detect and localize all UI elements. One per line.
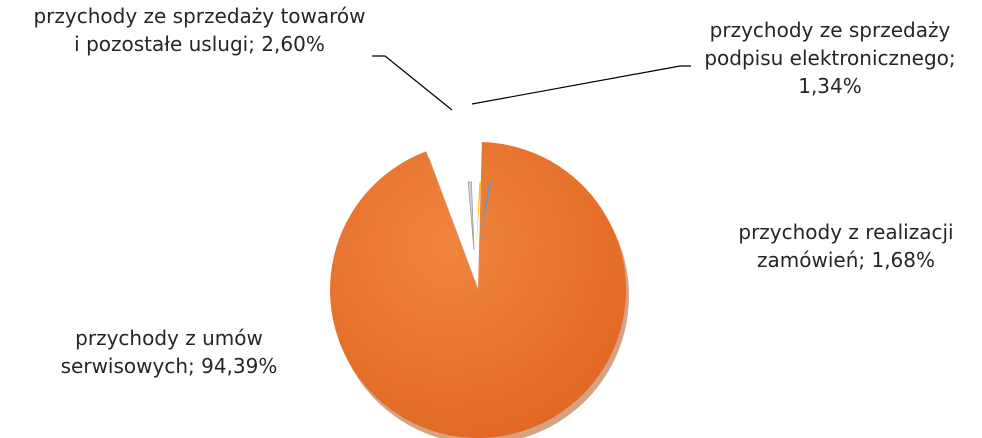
slice-label-podpis: przychody ze sprzedaży podpisu elektroni… [704, 18, 956, 98]
leader-line-towary [372, 55, 453, 111]
slice-label-towary: przychody ze sprzedaży towarów i pozosta… [33, 4, 366, 56]
slice-serwisowe [330, 142, 626, 438]
leader-line-podpis [471, 65, 691, 105]
slice-label-serwisowe: przychody z umów serwisowych; 94,39% [60, 326, 278, 378]
slice-zamowienia [478, 182, 492, 250]
slice-label-zamowienia: przychody z realizacji zamówień; 1,68% [738, 220, 954, 272]
slice-podpis [476, 182, 482, 250]
slice-towary [467, 181, 475, 251]
